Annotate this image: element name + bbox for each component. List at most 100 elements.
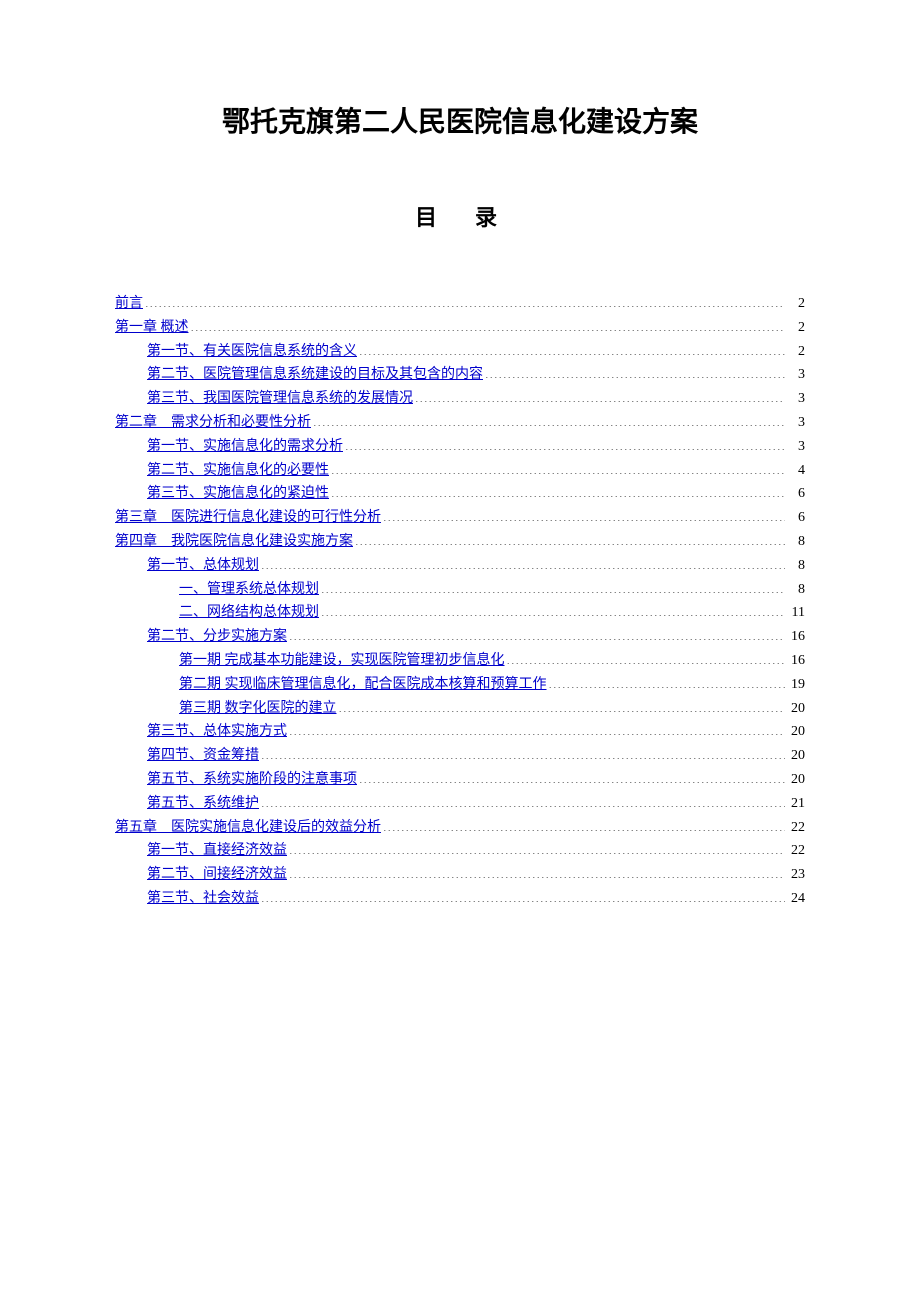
toc-link[interactable]: 第五节、系统维护 [147,792,259,816]
toc-link[interactable]: 第一节、实施信息化的需求分析 [147,435,343,459]
toc-link[interactable]: 第三期 数字化医院的建立 [179,697,337,721]
toc-page-number: 19 [787,673,805,697]
toc-entry: 第三期 数字化医院的建立 20 [115,697,805,721]
toc-entry: 第三章 医院进行信息化建设的可行性分析 6 [115,506,805,530]
toc-leader-dots [415,388,785,402]
toc-leader-dots [383,817,785,831]
toc-link[interactable]: 第四节、资金筹措 [147,744,259,768]
toc-leader-dots [485,364,785,378]
toc-page-number: 2 [787,316,805,340]
toc-page-number: 16 [787,625,805,649]
toc-page-number: 16 [787,649,805,673]
toc-entry: 第二节、医院管理信息系统建设的目标及其包含的内容 3 [115,363,805,387]
toc-page-number: 4 [787,459,805,483]
toc-entry: 第二节、实施信息化的必要性 4 [115,459,805,483]
toc-page-number: 2 [787,340,805,364]
toc-page-number: 3 [787,363,805,387]
toc-entry: 第三节、我国医院管理信息系统的发展情况 3 [115,387,805,411]
toc-link[interactable]: 第五章 医院实施信息化建设后的效益分析 [115,816,381,840]
toc-entry: 第三节、社会效益 24 [115,887,805,911]
toc-link[interactable]: 第一期 完成基本功能建设，实现医院管理初步信息化 [179,649,505,673]
toc-link[interactable]: 第四章 我院医院信息化建设实施方案 [115,530,353,554]
toc-page-number: 6 [787,482,805,506]
toc-page-number: 22 [787,839,805,863]
toc-link[interactable]: 第三章 医院进行信息化建设的可行性分析 [115,506,381,530]
toc-link[interactable]: 第一章 概述 [115,316,189,340]
toc-link[interactable]: 第二章 需求分析和必要性分析 [115,411,311,435]
toc-leader-dots [355,531,785,545]
toc-entry: 第一节、总体规划 8 [115,554,805,578]
toc-entry: 第一期 完成基本功能建设，实现医院管理初步信息化 16 [115,649,805,673]
toc-link[interactable]: 第二节、间接经济效益 [147,863,287,887]
toc-page-number: 2 [787,292,805,316]
toc-link[interactable]: 第二期 实现临床管理信息化，配合医院成本核算和预算工作 [179,673,547,697]
toc-link[interactable]: 第二节、医院管理信息系统建设的目标及其包含的内容 [147,363,483,387]
toc-leader-dots [145,293,785,307]
toc-entry: 第一节、有关医院信息系统的含义 2 [115,340,805,364]
toc-leader-dots [289,840,785,854]
toc-page-number: 20 [787,744,805,768]
toc-leader-dots [313,412,785,426]
toc-entry: 第二章 需求分析和必要性分析 3 [115,411,805,435]
toc-leader-dots [289,626,785,640]
toc-leader-dots [359,769,785,783]
toc-page-number: 20 [787,720,805,744]
toc-link[interactable]: 第三节、社会效益 [147,887,259,911]
toc-page-number: 20 [787,697,805,721]
toc-page-number: 3 [787,411,805,435]
toc-page-number: 21 [787,792,805,816]
toc-leader-dots [261,888,785,902]
toc-leader-dots [261,555,785,569]
toc-page-number: 22 [787,816,805,840]
toc-leader-dots [289,721,785,735]
toc-entry: 一、管理系统总体规划 8 [115,578,805,602]
toc-page-number: 8 [787,530,805,554]
toc-entry: 二、网络结构总体规划 11 [115,601,805,625]
toc-leader-dots [331,483,785,497]
toc-page-number: 20 [787,768,805,792]
toc-container: 前言2第一章 概述2第一节、有关医院信息系统的含义2第二节、医院管理信息系统建设… [115,292,805,911]
toc-leader-dots [345,436,785,450]
toc-link[interactable]: 第二节、实施信息化的必要性 [147,459,329,483]
toc-page-number: 6 [787,506,805,530]
toc-page-number: 3 [787,435,805,459]
document-title: 鄂托克旗第二人民医院信息化建设方案 [115,100,805,140]
toc-link[interactable]: 第一节、总体规划 [147,554,259,578]
toc-leader-dots [321,579,785,593]
toc-leader-dots [383,507,785,521]
toc-link[interactable]: 第一节、有关医院信息系统的含义 [147,340,357,364]
toc-leader-dots [261,745,785,759]
toc-link[interactable]: 一、管理系统总体规划 [179,578,319,602]
toc-leader-dots [549,674,786,688]
toc-link[interactable]: 第五节、系统实施阶段的注意事项 [147,768,357,792]
toc-entry: 第二期 实现临床管理信息化，配合医院成本核算和预算工作 19 [115,673,805,697]
toc-page-number: 8 [787,554,805,578]
toc-leader-dots [191,317,786,331]
toc-page-number: 24 [787,887,805,911]
toc-leader-dots [261,793,785,807]
toc-page-number: 23 [787,863,805,887]
toc-link[interactable]: 第三节、实施信息化的紧迫性 [147,482,329,506]
toc-entry: 第一节、实施信息化的需求分析 3 [115,435,805,459]
toc-link[interactable]: 二、网络结构总体规划 [179,601,319,625]
toc-link[interactable]: 第二节、分步实施方案 [147,625,287,649]
toc-entry: 前言 2 [115,292,805,316]
toc-entry: 第五章 医院实施信息化建设后的效益分析 22 [115,816,805,840]
toc-leader-dots [339,698,786,712]
toc-link[interactable]: 第三节、总体实施方式 [147,720,287,744]
toc-entry: 第四节、资金筹措 20 [115,744,805,768]
toc-leader-dots [321,602,785,616]
toc-page-number: 8 [787,578,805,602]
toc-leader-dots [359,341,785,355]
toc-leader-dots [507,650,786,664]
toc-link[interactable]: 前言 [115,292,143,316]
toc-entry: 第五节、系统实施阶段的注意事项 20 [115,768,805,792]
toc-link[interactable]: 第一节、直接经济效益 [147,839,287,863]
toc-heading: 目 录 [115,200,805,232]
toc-page-number: 3 [787,387,805,411]
toc-page-number: 11 [787,601,805,625]
toc-entry: 第二节、间接经济效益 23 [115,863,805,887]
toc-link[interactable]: 第三节、我国医院管理信息系统的发展情况 [147,387,413,411]
toc-entry: 第五节、系统维护 21 [115,792,805,816]
toc-entry: 第一章 概述 2 [115,316,805,340]
